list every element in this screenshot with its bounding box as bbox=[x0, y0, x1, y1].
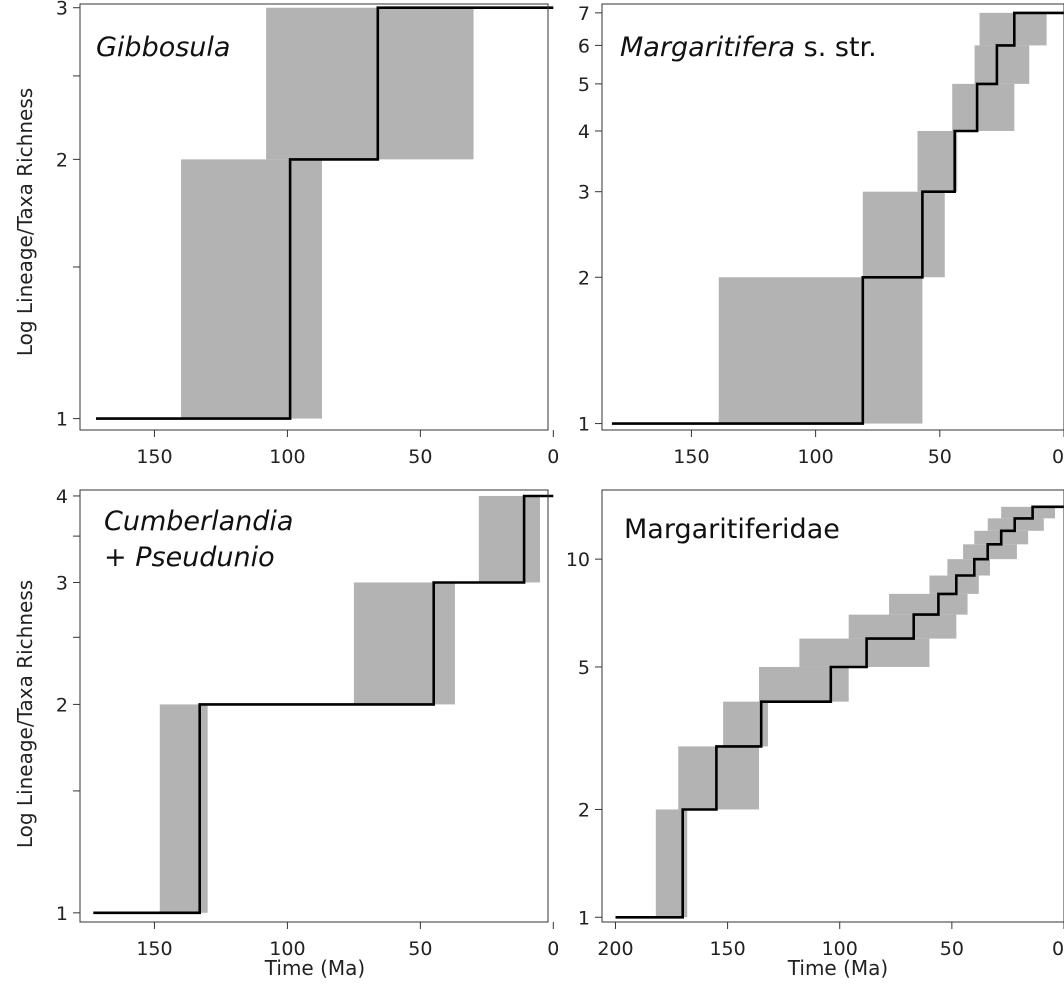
y-tick-label: 3 bbox=[578, 182, 590, 204]
y-tick-label: 5 bbox=[578, 74, 590, 96]
ci-box bbox=[917, 131, 957, 192]
x-tick-label: 200 bbox=[597, 938, 633, 960]
x-tick-label: 150 bbox=[136, 446, 172, 468]
ci-box bbox=[975, 45, 1030, 83]
ci-box bbox=[963, 544, 1017, 559]
ci-box bbox=[929, 576, 978, 594]
ci-box bbox=[849, 615, 957, 639]
x-tick-label: 0 bbox=[1052, 446, 1064, 468]
ci-box bbox=[479, 496, 540, 583]
x-tick-label: 150 bbox=[136, 938, 172, 960]
y-tick-label: 10 bbox=[566, 549, 590, 571]
x-tick-label: 150 bbox=[673, 446, 709, 468]
y-tick-label: 2 bbox=[578, 267, 590, 289]
y-axis-title-top: Log Lineage/Taxa Richness bbox=[13, 88, 37, 356]
panel-title: Gibbosula bbox=[96, 32, 230, 63]
y-tick-label: 1 bbox=[578, 907, 590, 929]
y-tick-label: 7 bbox=[578, 3, 590, 25]
x-tick-label: 50 bbox=[940, 938, 964, 960]
y-tick-label: 4 bbox=[56, 486, 68, 508]
x-tick-label: 100 bbox=[797, 446, 833, 468]
y-tick-label: 1 bbox=[578, 414, 590, 436]
x-tick-label: 50 bbox=[928, 446, 952, 468]
x-tick-label: 0 bbox=[547, 446, 559, 468]
y-tick-label: 4 bbox=[578, 121, 590, 143]
y-tick-label: 3 bbox=[56, 0, 68, 20]
ci-box bbox=[799, 639, 929, 667]
y-tick-label: 2 bbox=[578, 799, 590, 821]
panel-margaritiferidae: 200 150 100 50 0 1 2 5 10 Margaritiferidae bbox=[566, 490, 1064, 960]
y-tick-label: 5 bbox=[578, 657, 590, 679]
x-tick-label: 50 bbox=[408, 446, 432, 468]
panel-cumberlandia-pseudunio: 150 100 50 0 1 2 3 4 Cumberlandia + Pseudunio bbox=[56, 486, 559, 960]
y-tick-label: 6 bbox=[578, 35, 590, 57]
x-tick-label: 0 bbox=[1052, 938, 1064, 960]
ci-box bbox=[947, 559, 990, 575]
richness-step-line bbox=[616, 507, 1064, 918]
panel-margaritifera: 150 100 50 0 1 2 3 4 5 6 7 Margaritifera s. str. bbox=[578, 3, 1064, 468]
x-tick-label: 150 bbox=[709, 938, 745, 960]
ci-box bbox=[1001, 507, 1055, 519]
panel-title: Margaritifera s. str. bbox=[620, 32, 877, 63]
x-tick-label: 100 bbox=[269, 446, 305, 468]
ci-box bbox=[354, 582, 455, 704]
y-tick-label: 2 bbox=[56, 694, 68, 716]
x-tick-label: 100 bbox=[269, 938, 305, 960]
panel-title: Cumberlandia bbox=[104, 506, 293, 537]
ci-box bbox=[759, 667, 849, 702]
y-tick-label: 3 bbox=[56, 572, 68, 594]
ci-box bbox=[678, 746, 759, 809]
x-tick-label: 100 bbox=[822, 938, 858, 960]
y-tick-label: 2 bbox=[56, 149, 68, 171]
ci-box bbox=[181, 159, 322, 418]
x-tick-label: 0 bbox=[547, 938, 559, 960]
y-axis-title-bottom: Log Lineage/Taxa Richness bbox=[13, 580, 37, 848]
x-tick-label: 50 bbox=[408, 938, 432, 960]
y-tick-label: 1 bbox=[56, 409, 68, 431]
ci-box bbox=[952, 84, 1014, 131]
panel-title: + Pseudunio bbox=[104, 542, 275, 573]
panel-gibbosula: 150 100 50 0 1 2 3 Gibbosula bbox=[56, 0, 559, 468]
y-tick-label: 1 bbox=[56, 903, 68, 925]
ci-box bbox=[266, 8, 473, 160]
panel-title: Margaritiferidae bbox=[624, 514, 840, 545]
ci-box bbox=[889, 594, 967, 615]
ci-box bbox=[863, 192, 945, 278]
ci-box bbox=[719, 277, 923, 423]
